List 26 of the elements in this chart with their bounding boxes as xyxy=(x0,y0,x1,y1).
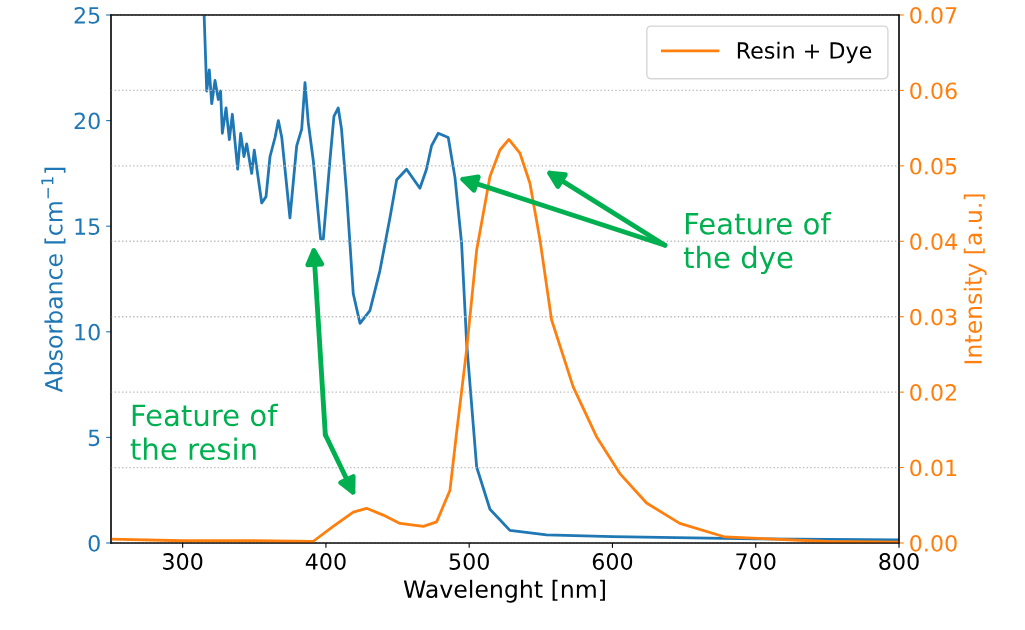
x-axis-title: Wavelenght [nm] xyxy=(403,579,605,603)
y-tick-label: 20 xyxy=(74,112,100,130)
annotation: Feature of the dye xyxy=(683,212,832,275)
y2-axis-title: Intensity [a.u.] xyxy=(963,194,987,364)
x-tick-label: 600 xyxy=(592,553,633,570)
x-tick-label: 400 xyxy=(305,553,346,570)
annotation: Feature of the resin xyxy=(130,403,279,461)
legend-label: Resin + Dye xyxy=(737,41,872,64)
y2-tick-label: 0.01 xyxy=(910,459,957,477)
y2-tick-label: 0.04 xyxy=(910,233,957,251)
y2-tick-label: 0.02 xyxy=(910,384,956,401)
x-tick-label: 700 xyxy=(736,553,776,570)
x-tick-label: 800 xyxy=(879,553,919,570)
y2-tick-label: 0.05 xyxy=(910,157,957,175)
y-tick-label: 5 xyxy=(88,429,100,447)
x-tick-label: 500 xyxy=(449,553,489,570)
y-tick-label: 25 xyxy=(74,6,100,24)
y-tick-label: 10 xyxy=(75,323,100,341)
y-axis-title: Absorbance [cm$^{−1}$] xyxy=(41,167,66,393)
x-tick-label: 300 xyxy=(163,553,203,570)
y2-tick-label: 0.00 xyxy=(910,534,957,552)
y2-tick-label: 0.03 xyxy=(910,308,957,326)
y2-tick-label: 0.07 xyxy=(910,6,957,24)
y-tick-label: 15 xyxy=(75,218,100,235)
y-tick-label: 0 xyxy=(88,534,100,552)
y2-tick-label: 0.06 xyxy=(910,82,957,100)
